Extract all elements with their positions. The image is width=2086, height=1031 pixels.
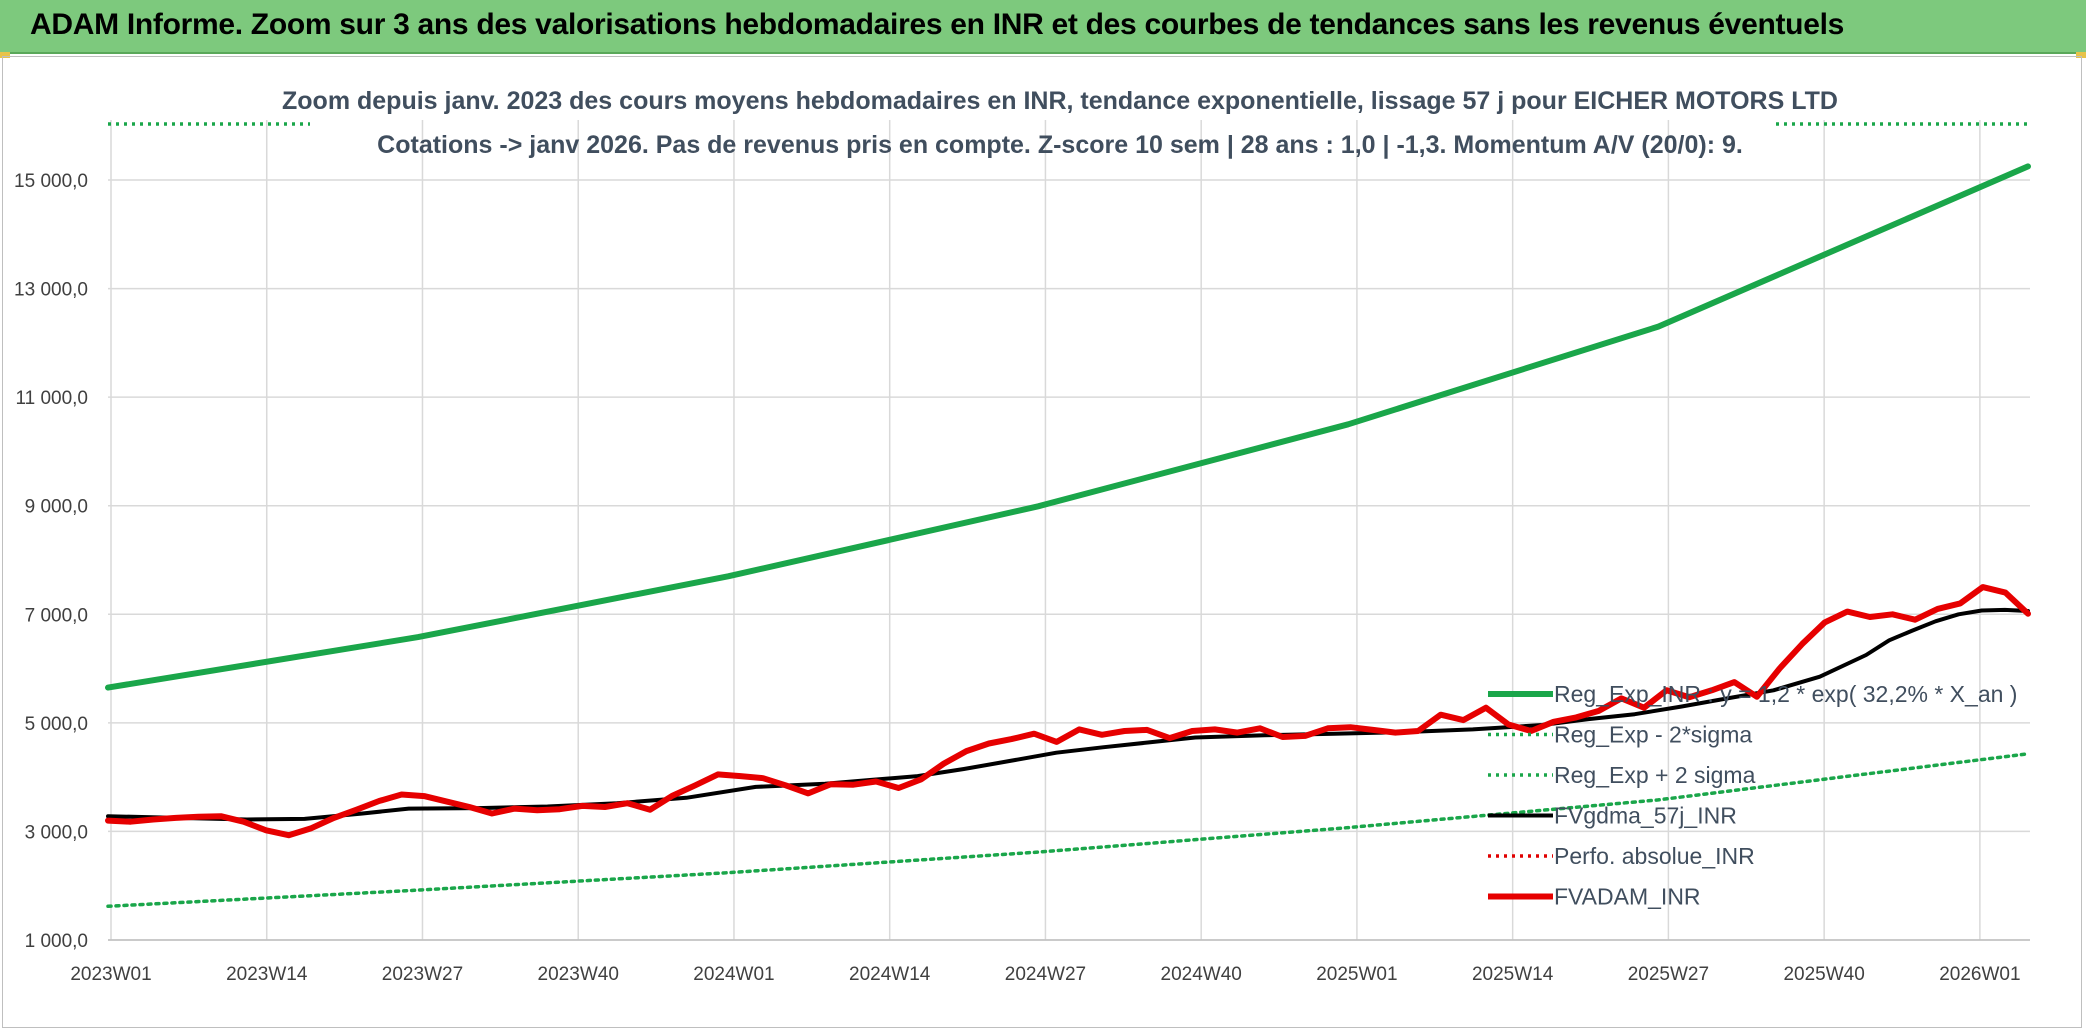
legend-label: FVgdma_57j_INR <box>1554 803 1737 829</box>
report-banner: ADAM Informe. Zoom sur 3 ans des valoris… <box>0 0 2086 54</box>
x-axis-ticks: 2023W01 2023W14 2023W27 2023W40 2024W01 2024W… <box>70 964 2020 985</box>
y-tick-label: 15 000,0 <box>14 171 88 192</box>
x-tick-label: 2024W01 <box>693 964 774 985</box>
y-tick-label: 9 000,0 <box>25 497 88 518</box>
series-line-1 <box>106 752 2030 909</box>
y-axis-ticks: 1 000,0 3 000,0 5 000,0 7 000,0 9 000,0 11 00… <box>14 171 88 952</box>
x-tick-label: 2025W27 <box>1628 964 1709 985</box>
legend-label: Reg_Exp + 2 sigma <box>1554 762 1756 788</box>
y-tick-label: 11 000,0 <box>15 388 88 409</box>
y-tick-label: 13 000,0 <box>14 280 88 301</box>
chart-subtitle: Cotations -> janv 2026. Pas de revenus p… <box>377 131 1743 159</box>
gridlines <box>108 120 2030 941</box>
y-tick-label: 5 000,0 <box>25 714 88 735</box>
legend-label: FVADAM_INR <box>1554 884 1701 910</box>
x-tick-label: 2026W01 <box>1939 964 2020 985</box>
data-series <box>105 122 2031 909</box>
y-tick-label: 1 000,0 <box>25 931 88 952</box>
x-tick-label: 2024W27 <box>1005 964 1086 985</box>
legend-label: Reg_Exp_INR : y = 1,2 * exp( 32,2% * X_a… <box>1554 681 2017 707</box>
x-tick-label: 2023W01 <box>70 964 151 985</box>
series-line-5 <box>105 584 2031 839</box>
banner-corner-left <box>0 52 10 58</box>
x-tick-label: 2024W40 <box>1161 964 1242 985</box>
x-tick-label: 2023W14 <box>226 964 308 985</box>
x-tick-label: 2023W27 <box>382 964 463 985</box>
y-tick-label: 7 000,0 <box>25 605 88 626</box>
x-tick-label: 2025W40 <box>1783 964 1864 985</box>
y-tick-label: 3 000,0 <box>25 822 88 843</box>
series-line-3 <box>106 607 2030 822</box>
chart-title: Zoom depuis janv. 2023 des cours moyens … <box>282 87 1838 115</box>
x-tick-label: 2023W40 <box>538 964 619 985</box>
report-title: ADAM Informe. Zoom sur 3 ans des valoris… <box>30 8 1844 41</box>
x-tick-label: 2025W01 <box>1316 964 1397 985</box>
chart-frame <box>2 56 2082 1028</box>
x-tick-label: 2025W14 <box>1472 964 1554 985</box>
series-line-0 <box>105 163 2031 691</box>
legend-label: Reg_Exp - 2*sigma <box>1554 722 1752 748</box>
x-tick-label: 2024W14 <box>849 964 931 985</box>
legend-label: Perfo. absolue_INR <box>1554 843 1755 869</box>
banner-corner-right <box>2076 52 2086 58</box>
legend: Reg_Exp_INR : y = 1,2 * exp( 32,2% * X_a… <box>1488 681 2017 910</box>
